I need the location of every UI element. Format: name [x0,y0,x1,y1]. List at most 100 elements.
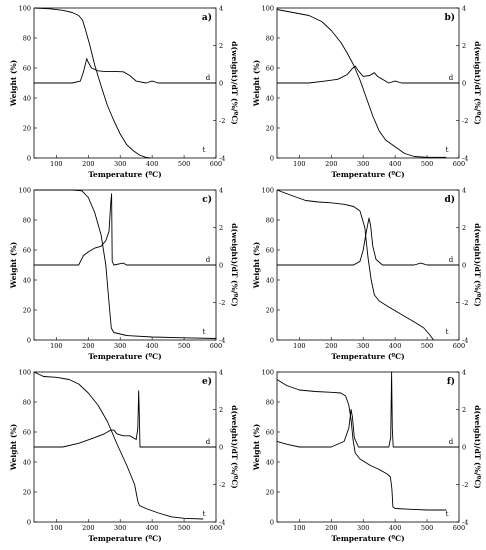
x-tick-label: 600 [453,524,465,532]
panel-label: a) [202,12,212,23]
y-left-tick-label: 0 [270,518,274,526]
y-left-tick-label: 20 [23,488,31,496]
y-right-tick-label: -2 [219,299,225,307]
y-right-axis-label: d(weight)/dT (%/ºC) [230,41,239,124]
x-tick-label: 500 [178,160,190,168]
y-right-tick-label: -2 [219,481,225,489]
y-left-axis-label: Weight (%) [252,242,261,289]
x-tick-label: 600 [210,342,222,350]
series-t-line [34,189,217,339]
x-axis-label: Temperature (ºC) [88,352,161,361]
x-tick-label: 300 [114,160,126,168]
series-t-line [276,379,447,511]
y-left-tick-label: 40 [23,458,31,466]
x-tick-label: 200 [325,342,337,350]
y-right-axis-label: d(weight)/dT (%/ºC) [473,223,482,306]
x-tick-label: 300 [357,524,369,532]
series-d-line [277,217,459,266]
y-left-axis-label: Weight (%) [9,424,18,471]
x-axis-label: Temperature (ºC) [88,534,161,543]
y-left-axis-label: Weight (%) [252,60,261,107]
x-tick-label: 100 [293,524,305,532]
curve-label-derivative: d [449,74,454,82]
curve-label-tg: t [446,510,449,518]
y-left-tick-label: 100 [19,368,31,376]
y-left-tick-label: 0 [27,154,31,162]
y-left-tick-label: 80 [266,216,274,224]
y-left-tick-label: 40 [266,458,274,466]
x-tick-label: 300 [357,342,369,350]
x-tick-label: 300 [357,160,369,168]
y-right-tick-label: 4 [462,186,466,194]
x-tick-label: 400 [389,160,401,168]
curve-label-tg: t [203,510,206,518]
y-right-tick-label: 2 [462,224,466,232]
series-d-line [34,193,216,266]
y-left-tick-label: 80 [23,398,31,406]
y-left-axis-label: Weight (%) [252,424,261,471]
y-right-tick-label: 0 [462,79,466,87]
x-tick-label: 300 [114,524,126,532]
y-left-tick-label: 100 [262,186,274,194]
panel-label: d) [444,194,455,205]
y-right-tick-label: -2 [462,481,468,489]
series-d-line [34,58,216,84]
y-left-tick-label: 0 [270,154,274,162]
y-right-tick-label: 2 [219,224,223,232]
y-right-tick-label: -2 [462,299,468,307]
y-left-tick-label: 60 [23,246,31,254]
chart-panel-1: 100 200 300 400 500 600 0 20 40 60 80 100 -4 -2 0 2 4 Tem… [9,4,239,179]
curve-label-tg: t [203,328,206,336]
y-right-tick-label: 0 [219,79,223,87]
x-tick-label: 200 [325,524,337,532]
x-tick-label: 400 [389,524,401,532]
y-right-tick-label: 4 [462,4,466,12]
y-left-tick-label: 40 [266,276,274,284]
y-right-tick-label: 2 [462,406,466,414]
panel-label: f) [447,376,455,387]
y-left-tick-label: 60 [23,64,31,72]
series-d-line [34,390,216,448]
y-right-tick-label: -4 [462,154,468,162]
x-tick-label: 500 [421,342,433,350]
y-left-tick-label: 80 [23,216,31,224]
y-right-axis-label: d(weight)/dT (%/ºC) [230,223,239,306]
series-d-line [276,371,459,448]
series-t-line [33,371,204,520]
y-right-tick-label: -4 [219,518,225,526]
x-tick-label: 500 [421,524,433,532]
chart-panel-5: 100 200 300 400 500 600 0 20 40 60 80 100 -4 -2 0 2 4 Tem… [9,368,239,543]
x-tick-label: 100 [293,160,305,168]
y-left-tick-label: 80 [266,398,274,406]
x-tick-label: 600 [210,524,222,532]
y-right-axis-label: d(weight)/dT (%/ºC) [473,41,482,124]
x-tick-label: 400 [146,342,158,350]
y-right-tick-label: 2 [219,406,223,414]
x-axis-label: Temperature (ºC) [331,352,404,361]
x-tick-label: 400 [389,342,401,350]
y-right-tick-label: 4 [462,368,466,376]
y-left-tick-label: 20 [266,488,274,496]
x-axis-label: Temperature (ºC) [88,170,161,179]
series-t-line [276,189,434,341]
y-left-tick-label: 60 [23,428,31,436]
y-right-tick-label: 4 [219,368,223,376]
y-left-axis-label: Weight (%) [9,60,18,107]
curve-label-tg: t [446,146,449,154]
y-left-tick-label: 20 [266,306,274,314]
y-right-tick-label: 2 [219,42,223,50]
y-right-tick-label: -4 [219,154,225,162]
x-tick-label: 100 [50,160,62,168]
y-right-tick-label: -4 [462,518,468,526]
y-right-tick-label: 4 [219,4,223,12]
y-right-tick-label: 0 [462,443,466,451]
y-left-tick-label: 20 [266,124,274,132]
y-left-tick-label: 40 [266,94,274,102]
panel-label: c) [202,194,212,205]
chart-panel-3: 100 200 300 400 500 600 0 20 40 60 80 100 -4 -2 0 2 4 Tem… [9,186,239,361]
series-d-line [277,65,459,84]
y-left-tick-label: 20 [23,124,31,132]
y-right-tick-label: -4 [462,336,468,344]
curve-label-derivative: d [449,256,454,264]
